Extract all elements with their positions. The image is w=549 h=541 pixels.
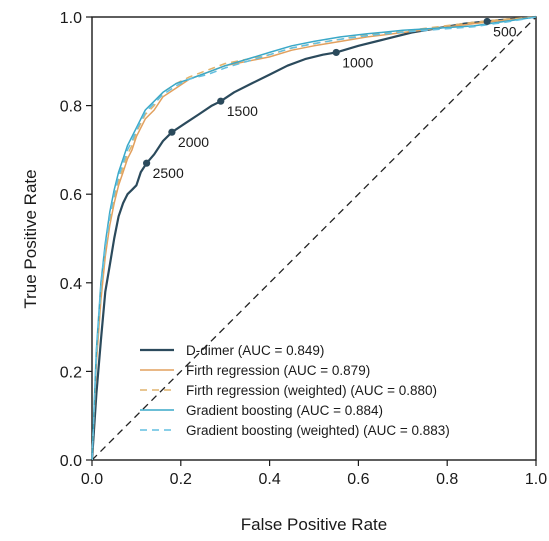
y-tick-label: 0.8 <box>60 99 82 116</box>
x-tick-label: 0.0 <box>81 471 103 488</box>
y-axis-title: True Positive Rate <box>21 169 40 308</box>
legend: D-dimer (AUC = 0.849) Firth regression (A… <box>140 343 450 438</box>
x-tick-label: 1.0 <box>525 471 547 488</box>
x-tick-label: 0.4 <box>258 471 280 488</box>
threshold-marker <box>483 17 491 26</box>
threshold-label: 2000 <box>178 134 209 150</box>
series-line-5 <box>91 16 537 461</box>
x-tick-label: 0.2 <box>170 471 192 488</box>
x-tick-label: 0.8 <box>436 471 458 488</box>
y-tick-label: 0.4 <box>60 276 82 293</box>
chance-line <box>91 16 537 461</box>
legend-label-3: Firth regression (weighted) (AUC = 0.880… <box>186 383 437 398</box>
y-tick-label: 1.0 <box>60 10 82 27</box>
x-axis: 0.0 0.2 0.4 0.6 0.8 1.0 <box>81 460 547 488</box>
threshold-marker <box>332 48 340 57</box>
threshold-label: 2500 <box>153 165 184 181</box>
y-axis: 0.0 0.2 0.4 0.6 0.8 1.0 <box>60 10 92 470</box>
threshold-marker <box>217 97 225 105</box>
diagonal-reference-line <box>91 16 537 461</box>
threshold-label: 500 <box>493 23 517 39</box>
legend-label-2: Firth regression (AUC = 0.879) <box>186 363 370 378</box>
threshold-annotations: 2500 2000 1500 1000 500 <box>143 17 517 181</box>
legend-label-4: Gradient boosting (AUC = 0.884) <box>186 403 383 418</box>
y-tick-label: 0.2 <box>60 364 82 381</box>
legend-label-1: D-dimer (AUC = 0.849) <box>186 343 324 358</box>
plot-border <box>91 16 537 461</box>
legend-label-5: Gradient boosting (weighted) (AUC = 0.88… <box>186 423 450 438</box>
x-tick-label: 0.6 <box>347 471 369 488</box>
series-line-2 <box>91 16 537 461</box>
x-axis-title: False Positive Rate <box>241 515 387 534</box>
plot-area <box>91 16 537 461</box>
series-layer <box>90 15 537 461</box>
threshold-marker <box>168 128 176 136</box>
series-line-4 <box>91 16 537 461</box>
threshold-label: 1000 <box>342 54 373 70</box>
y-tick-label: 0.6 <box>60 187 82 204</box>
threshold-marker <box>143 159 151 167</box>
y-tick-label: 0.0 <box>60 453 82 470</box>
threshold-label: 1500 <box>227 103 258 119</box>
series-line-1 <box>90 15 537 461</box>
